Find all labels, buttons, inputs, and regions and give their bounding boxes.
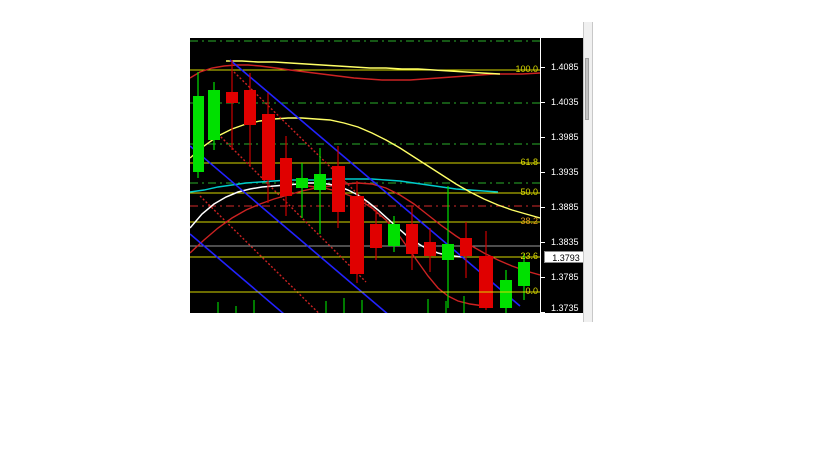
- price-tick: [541, 207, 545, 208]
- chart-canvas: [190, 38, 540, 313]
- candle: [244, 73, 256, 166]
- scrollbar-thumb[interactable]: [585, 58, 589, 120]
- price-label: 1.3835: [551, 237, 579, 247]
- vertical-scrollbar[interactable]: [583, 22, 593, 322]
- candle: [193, 72, 204, 178]
- price-tick: [541, 312, 545, 313]
- price-label: 1.3885: [551, 202, 579, 212]
- candle: [370, 210, 382, 260]
- candle: [208, 82, 220, 150]
- candle: [424, 228, 436, 272]
- candle: [479, 231, 493, 310]
- price-label: 1.3985: [551, 132, 579, 142]
- price-label: 1.4035: [551, 97, 579, 107]
- price-tick: [541, 102, 545, 103]
- fib-label-236: 23.6: [520, 251, 538, 261]
- fib-label-0: 0.0: [525, 286, 538, 296]
- candle: [460, 222, 472, 278]
- price-scale[interactable]: 1.4085 1.4035 1.3985 1.3935 1.3885 1.383…: [540, 38, 591, 313]
- chart-plot-area[interactable]: 100.0 61.8 50.0 38.2 23.6 0.0: [190, 38, 540, 313]
- candle: [332, 146, 345, 228]
- candle: [280, 136, 292, 216]
- candle: [406, 206, 418, 270]
- candle: [388, 216, 400, 252]
- candle: [296, 163, 308, 218]
- price-label: 1.4085: [551, 62, 579, 72]
- current-price-tag[interactable]: 1.3793: [544, 251, 588, 263]
- candle: [314, 148, 326, 234]
- price-tick: [541, 277, 545, 278]
- price-tick: [541, 242, 545, 243]
- candle: [350, 181, 364, 283]
- regression-channel-lines: [190, 59, 521, 313]
- moving-average-yellow-top-line: [226, 60, 501, 75]
- volume-ticks: [217, 296, 465, 313]
- candlestick-series[interactable]: [193, 60, 530, 313]
- candle: [442, 186, 454, 308]
- moving-average-red-lower-line: [190, 182, 540, 276]
- fib-label-618: 61.8: [520, 157, 538, 167]
- moving-average-long-line: [190, 64, 540, 81]
- price-tick: [541, 67, 545, 68]
- price-tick: [541, 137, 545, 138]
- price-label: 1.3785: [551, 272, 579, 282]
- candle: [262, 93, 275, 203]
- candle: [226, 60, 238, 150]
- price-label: 1.3935: [551, 167, 579, 177]
- price-label: 1.3735: [551, 303, 579, 313]
- chart-window[interactable]: 100.0 61.8 50.0 38.2 23.6 0.0 1.4085 1.4…: [190, 38, 591, 313]
- fib-label-100: 100.0: [515, 64, 538, 74]
- fib-label-50: 50.0: [520, 187, 538, 197]
- fib-label-382: 38.2: [520, 216, 538, 226]
- price-tick: [541, 172, 545, 173]
